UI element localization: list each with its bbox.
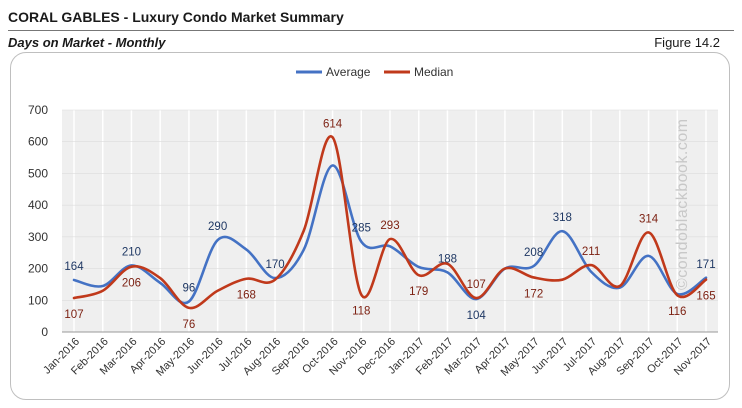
- y-tick-label: 100: [28, 293, 48, 307]
- figure-label: Figure 14.2: [654, 35, 720, 50]
- legend: Average Median: [296, 65, 453, 79]
- data-label-average: 171: [696, 259, 715, 271]
- data-label-median: 206: [122, 278, 141, 290]
- legend-label-average: Average: [326, 65, 371, 79]
- data-label-median: 116: [668, 306, 686, 318]
- data-label-average: 210: [122, 246, 141, 258]
- y-tick-label: 300: [28, 230, 48, 244]
- y-tick-label: 500: [28, 166, 48, 180]
- data-label-median: 172: [524, 288, 543, 300]
- data-label-average: 164: [64, 261, 84, 273]
- series-lines: [72, 135, 708, 310]
- data-label-median: 293: [380, 220, 399, 232]
- series-line-median: [72, 135, 708, 310]
- data-label-average: 170: [265, 259, 284, 271]
- y-tick-label: 200: [28, 262, 48, 276]
- chart-subtitle: Days on Market - Monthly: [8, 35, 166, 50]
- title-divider: [8, 30, 734, 31]
- data-label-median: 107: [64, 309, 83, 321]
- data-label-median: 211: [582, 246, 600, 258]
- data-label-average: 208: [524, 247, 543, 259]
- legend-label-median: Median: [414, 65, 453, 79]
- y-axis: 0 100 200 300 400 500 600 700: [28, 103, 48, 339]
- data-label-average: 290: [208, 221, 227, 233]
- data-labels: 164 210 96 290 170 285 188 104 208 318 171 107 206 76…: [64, 118, 715, 331]
- data-label-median: 165: [696, 291, 715, 303]
- data-label-median: 76: [183, 319, 196, 331]
- y-tick-label: 700: [28, 103, 48, 117]
- x-axis: Jan-2016Feb-2016Mar-2016Apr-2016May-2016…: [41, 331, 718, 379]
- y-tick-label: 600: [28, 135, 48, 149]
- data-label-average: 96: [183, 283, 196, 295]
- y-tick-label: 0: [41, 325, 48, 339]
- data-label-median: 314: [639, 213, 659, 225]
- data-label-average: 104: [467, 310, 487, 322]
- y-tick-label: 400: [28, 198, 48, 212]
- data-label-median: 118: [352, 306, 370, 318]
- data-label-median: 107: [467, 279, 486, 291]
- data-label-median: 168: [237, 290, 256, 302]
- watermark: ©condoblackbook.com: [674, 118, 691, 290]
- data-label-median: 614: [323, 118, 343, 130]
- data-label-average: 285: [352, 223, 371, 235]
- chart-title: CORAL GABLES - Luxury Condo Market Summa…: [8, 9, 344, 25]
- data-label-median: 179: [409, 286, 428, 298]
- data-label-average: 188: [438, 253, 457, 265]
- data-label-average: 318: [553, 212, 572, 224]
